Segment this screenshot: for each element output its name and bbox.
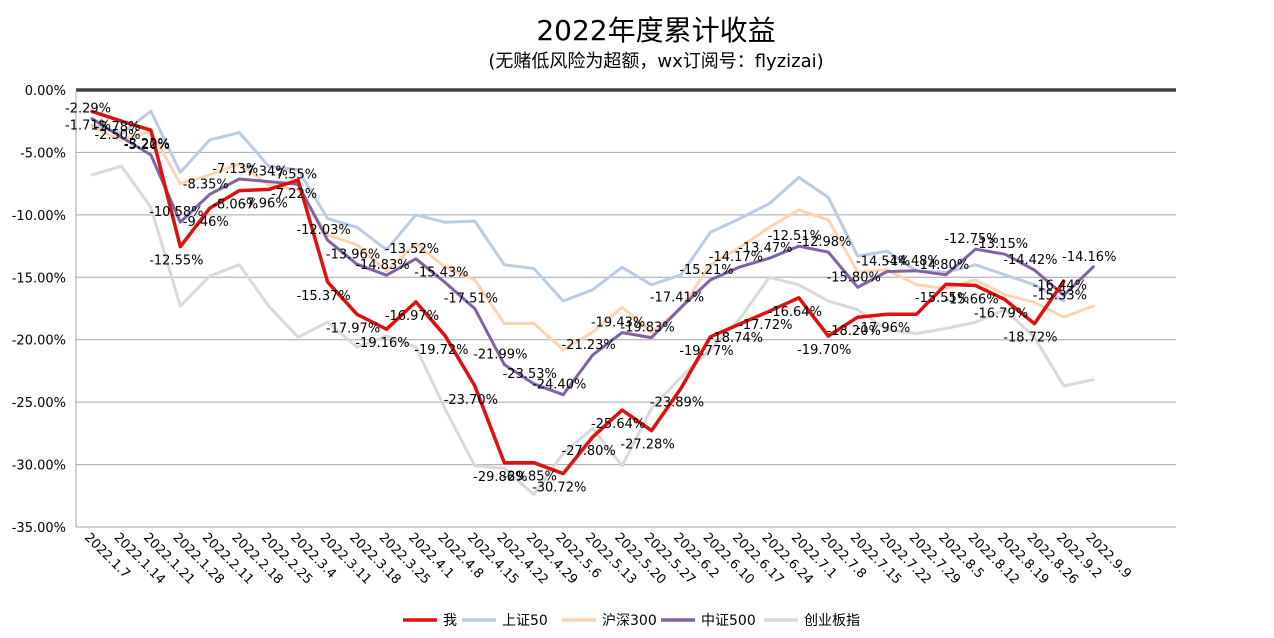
gridlines: [75, 88, 1176, 528]
data-label: -12.55%: [149, 254, 203, 269]
data-label: -19.16%: [355, 336, 409, 351]
data-label: -21.23%: [562, 338, 616, 353]
data-label: -27.28%: [620, 438, 674, 453]
legend: 我 上证50 沪深300 中证500 创业板指: [403, 613, 860, 629]
data-label: -14.83%: [355, 258, 409, 273]
series-lines: [90, 109, 1095, 496]
data-label: -14.16%: [1062, 250, 1116, 265]
data-label: -2.50%: [94, 128, 140, 143]
x-axis-ticks: 2022.1.72022.1.142022.1.212022.1.282022.…: [81, 530, 1134, 587]
data-label: -16.79%: [974, 307, 1028, 322]
data-label: -3.22%: [124, 137, 170, 152]
data-label: -7.13%: [212, 162, 258, 177]
data-label: -29.85%: [503, 470, 557, 485]
data-label: -12.51%: [768, 229, 822, 244]
data-label: -13.47%: [738, 241, 792, 256]
data-label: -2.29%: [65, 102, 111, 117]
legend-label: 上证50: [502, 613, 548, 629]
series-line-hs300: [90, 126, 1095, 352]
data-label: -14.17%: [709, 250, 763, 265]
data-label: -14.48%: [885, 254, 939, 269]
data-label: -24.40%: [532, 378, 586, 393]
data-label: -3.78%: [94, 120, 140, 135]
data-label: -17.51%: [444, 292, 498, 307]
series-line-sz50: [90, 109, 1066, 303]
data-label: -30.72%: [532, 481, 586, 496]
data-label: -16.44%: [1033, 278, 1087, 293]
y-axis-ticks: 0.00% -5.00% -10.00% -15.00% -20.00% -25.00% -…: [12, 84, 66, 536]
data-label: -1.71%: [65, 118, 111, 133]
data-label: -29.86%: [473, 470, 527, 485]
data-label: -15.37%: [296, 289, 350, 304]
data-label: -17.72%: [738, 318, 792, 333]
data-label: -15.66%: [944, 293, 998, 308]
data-label: -12.98%: [797, 235, 851, 250]
data-label: -7.34%: [242, 165, 288, 180]
data-label: -17.41%: [650, 290, 704, 305]
series-line-me: [90, 109, 1066, 476]
data-label: -17.97%: [326, 321, 380, 336]
data-label: -14.54%: [856, 255, 910, 270]
data-label: -19.43%: [591, 316, 645, 331]
data-label: -12.03%: [296, 223, 350, 238]
data-label: -25.64%: [591, 417, 645, 432]
data-label: -8.35%: [183, 177, 229, 192]
data-label: -16.64%: [768, 305, 822, 320]
data-label: -19.72%: [414, 343, 468, 358]
data-label: -15.33%: [1033, 288, 1087, 303]
series-line-cyb: [90, 164, 1095, 496]
data-label: -19.83%: [620, 321, 674, 336]
y-tick-label: -25.00%: [12, 396, 66, 411]
legend-label: 中证500: [701, 613, 756, 629]
data-label: -18.20%: [827, 324, 881, 339]
data-label: -12.75%: [944, 232, 998, 247]
legend-label: 我: [443, 613, 457, 629]
data-label: -14.80%: [915, 258, 969, 273]
chart-subtitle: (无赌低风险为超额，wx订阅号：flyzizai): [488, 51, 823, 72]
legend-label: 沪深300: [602, 613, 657, 629]
data-label: -21.99%: [473, 348, 527, 363]
data-label: -15.80%: [827, 270, 881, 285]
y-tick-label: -20.00%: [12, 334, 66, 349]
data-label: -15.55%: [915, 291, 969, 306]
data-label: -27.80%: [562, 444, 616, 459]
data-label: -18.74%: [709, 331, 763, 346]
data-label: -19.77%: [679, 344, 733, 359]
chart-title: 2022年度累计收益: [536, 14, 775, 47]
data-label: -23.53%: [503, 367, 557, 382]
y-tick-label: -5.00%: [20, 146, 66, 161]
data-label: -23.89%: [650, 395, 704, 410]
data-label: -16.97%: [385, 309, 439, 324]
data-label: -17.96%: [856, 321, 910, 336]
data-label: -13.96%: [326, 247, 380, 262]
series-line-zz500: [90, 117, 1095, 397]
y-tick-label: -10.00%: [12, 209, 66, 224]
data-label: -15.43%: [414, 266, 468, 281]
data-label: -19.70%: [797, 343, 851, 358]
data-label: -7.55%: [271, 167, 317, 182]
data-label: -13.15%: [974, 237, 1028, 252]
data-labels: -2.29%-3.78%-5.20%-10.58%-8.35%-7.13%-7.…: [65, 102, 1116, 496]
legend-label: 创业板指: [804, 613, 860, 629]
data-label: -23.70%: [444, 393, 498, 408]
y-tick-label: 0.00%: [25, 84, 66, 99]
data-label: -15.21%: [679, 263, 733, 278]
y-tick-label: -35.00%: [12, 521, 66, 536]
y-tick-label: -30.00%: [12, 459, 66, 474]
data-label: -5.20%: [124, 138, 170, 153]
y-tick-label: -15.00%: [12, 271, 66, 286]
data-label: -7.22%: [271, 187, 317, 202]
data-label: -9.46%: [183, 215, 229, 230]
data-label: -14.42%: [1003, 253, 1057, 268]
data-label: -18.72%: [1003, 331, 1057, 346]
data-label: -13.52%: [385, 242, 439, 257]
data-label: -10.58%: [149, 205, 203, 220]
data-label: -8.06%: [212, 198, 258, 213]
data-label: -7.96%: [242, 196, 288, 211]
